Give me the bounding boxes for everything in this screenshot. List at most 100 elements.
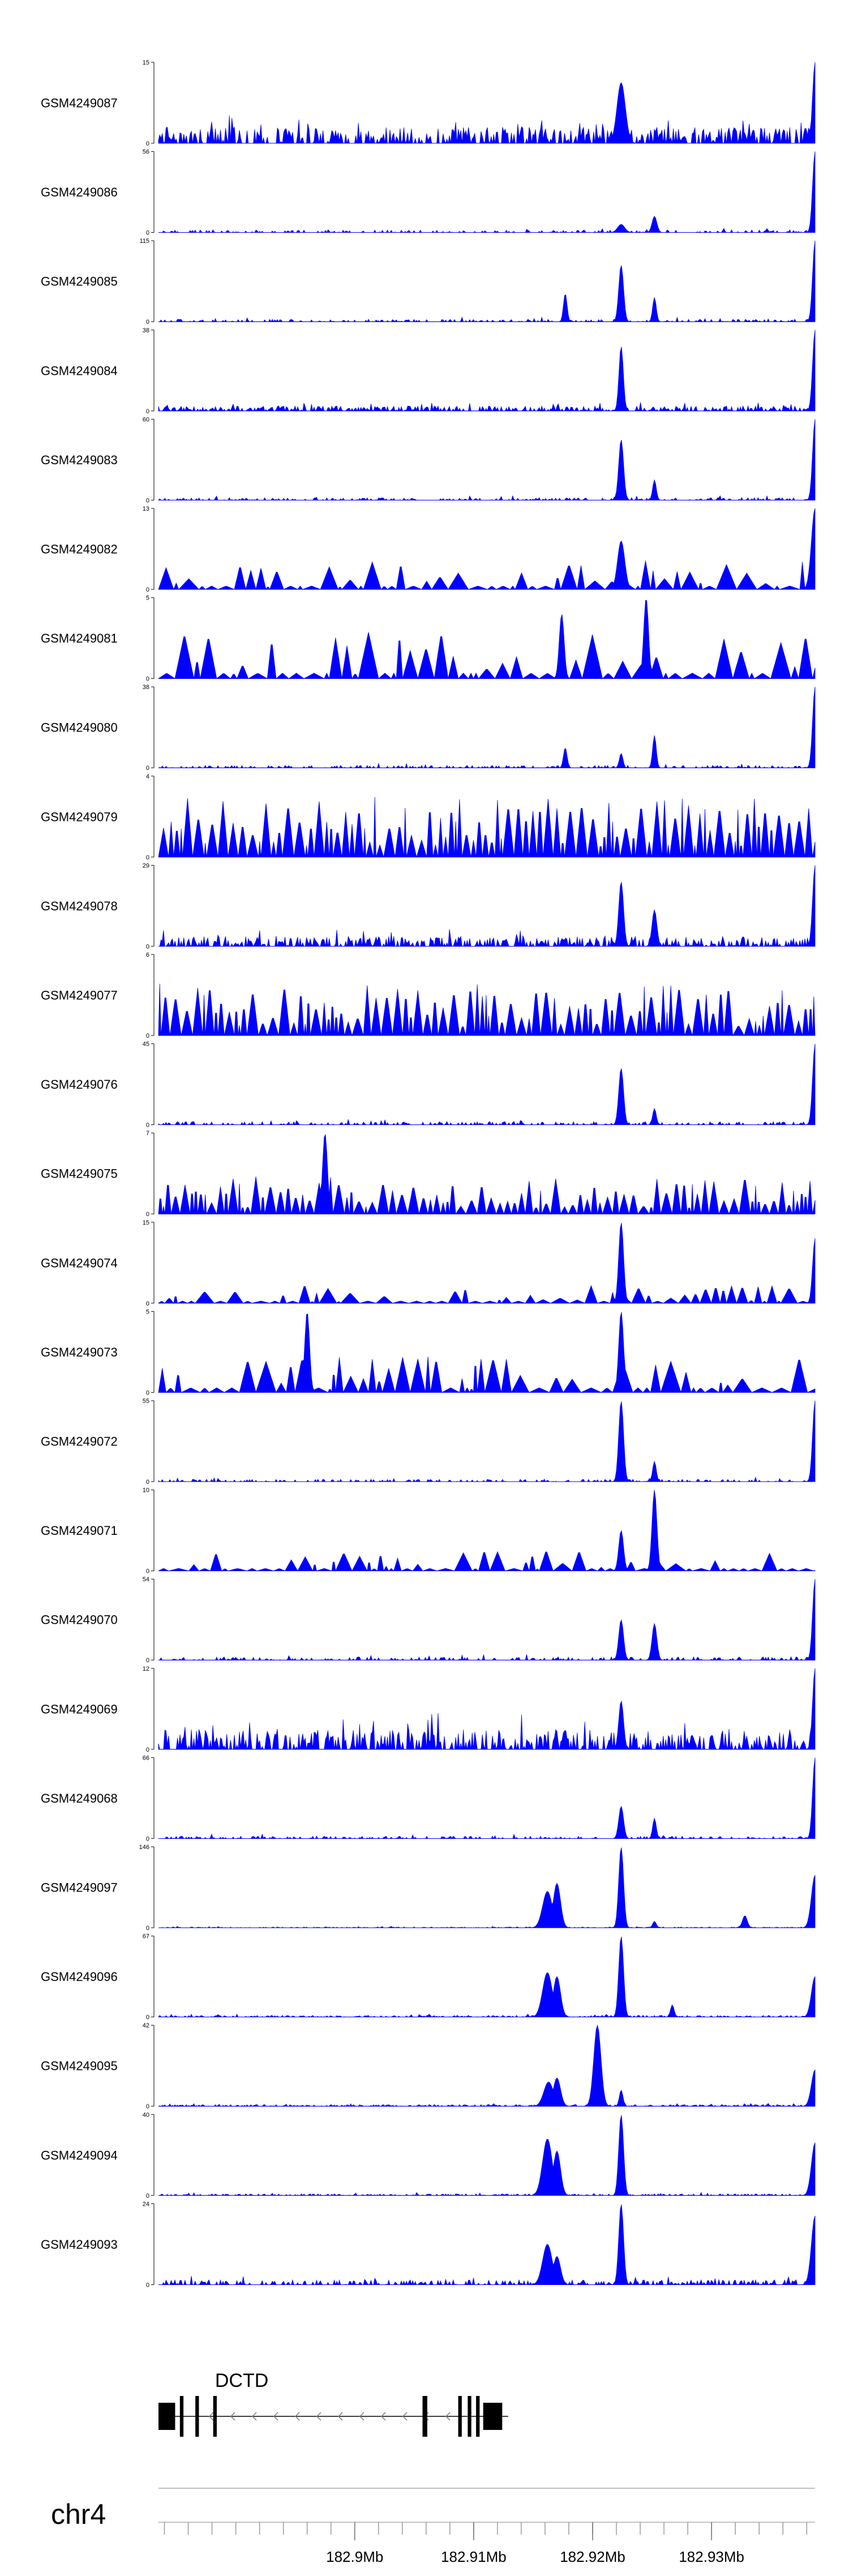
signal-area bbox=[158, 1757, 816, 1839]
y-max-label: 40 bbox=[143, 2112, 149, 2119]
track-GSM4249082: GSM4249082 13 0 bbox=[41, 506, 816, 593]
y-max-label: 38 bbox=[143, 327, 149, 334]
y-min-label: 0 bbox=[146, 2282, 149, 2288]
track-label: GSM4249078 bbox=[41, 899, 118, 913]
track-label: GSM4249082 bbox=[41, 542, 118, 557]
signal-area bbox=[158, 1312, 816, 1393]
y-min-label: 0 bbox=[146, 497, 149, 504]
y-max-label: 15 bbox=[143, 1219, 149, 1226]
y-min-label: 0 bbox=[146, 2014, 149, 2021]
track-label: GSM4249077 bbox=[41, 989, 118, 1003]
track-label: GSM4249079 bbox=[41, 810, 118, 824]
track-label: GSM4249086 bbox=[41, 185, 118, 199]
gene-name-label: DCTD bbox=[215, 2370, 268, 2391]
track-label: GSM4249083 bbox=[41, 453, 118, 467]
strand-arrow bbox=[402, 2412, 408, 2421]
track-GSM4249083: GSM4249083 60 0 bbox=[41, 416, 816, 504]
exon-block bbox=[458, 2396, 462, 2437]
y-max-label: 115 bbox=[139, 238, 149, 245]
gene-model-track: DCTD bbox=[158, 2370, 508, 2437]
exon-block bbox=[422, 2396, 427, 2437]
y-max-label: 60 bbox=[143, 416, 149, 423]
track-GSM4249080: GSM4249080 38 0 bbox=[41, 684, 816, 772]
y-min-label: 0 bbox=[146, 676, 149, 683]
y-min-label: 0 bbox=[146, 1122, 149, 1129]
track-label: GSM4249074 bbox=[41, 1256, 118, 1270]
track-GSM4249094: GSM4249094 40 0 bbox=[41, 2112, 816, 2200]
y-min-label: 0 bbox=[146, 1211, 149, 1218]
signal-area bbox=[158, 419, 816, 501]
track-GSM4249096: GSM4249096 67 0 bbox=[41, 1933, 816, 2021]
signal-area bbox=[158, 330, 816, 412]
track-label: GSM4249072 bbox=[41, 1435, 118, 1449]
signal-area bbox=[158, 1134, 816, 1215]
strand-arrow bbox=[359, 2412, 365, 2421]
track-label: GSM4249076 bbox=[41, 1077, 118, 1092]
y-max-label: 29 bbox=[143, 862, 149, 869]
track-GSM4249093: GSM4249093 24 0 bbox=[41, 2201, 816, 2288]
y-min-label: 0 bbox=[146, 408, 149, 415]
track-GSM4249078: GSM4249078 29 0 bbox=[41, 862, 816, 950]
y-max-label: 10 bbox=[143, 1487, 149, 1494]
track-GSM4249072: GSM4249072 55 0 bbox=[41, 1398, 816, 1486]
track-label: GSM4249095 bbox=[41, 2059, 118, 2073]
signal-area bbox=[157, 1223, 816, 1304]
track-GSM4249084: GSM4249084 38 0 bbox=[41, 327, 816, 415]
y-max-label: 13 bbox=[143, 506, 149, 512]
x-tick-label: 182.92Mb bbox=[560, 2548, 625, 2565]
signal-area bbox=[158, 687, 816, 769]
track-label: GSM4249096 bbox=[41, 1970, 118, 1984]
signal-area bbox=[158, 151, 816, 233]
y-max-label: 15 bbox=[143, 59, 149, 66]
track-GSM4249085: GSM4249085 115 0 bbox=[41, 238, 816, 326]
exon-block bbox=[468, 2396, 471, 2437]
y-max-label: 6 bbox=[146, 952, 149, 958]
track-label: GSM4249085 bbox=[41, 275, 118, 289]
signal-area bbox=[158, 1936, 816, 2018]
y-min-label: 0 bbox=[146, 2103, 149, 2110]
y-max-label: 38 bbox=[143, 684, 149, 691]
exon-block bbox=[483, 2403, 503, 2430]
track-label: GSM4249093 bbox=[41, 2237, 118, 2252]
x-tick-label: 182.9Mb bbox=[326, 2548, 383, 2565]
track-GSM4249073: GSM4249073 5 0 bbox=[41, 1308, 816, 1396]
signal-area bbox=[158, 1490, 816, 1572]
track-GSM4249068: GSM4249068 66 0 bbox=[41, 1755, 816, 1842]
signal-area bbox=[158, 62, 816, 144]
track-GSM4249086: GSM4249086 56 0 bbox=[41, 149, 816, 237]
track-label: GSM4249070 bbox=[41, 1613, 118, 1627]
signal-area bbox=[158, 1847, 816, 1928]
signal-area bbox=[158, 797, 816, 858]
y-max-label: 42 bbox=[143, 2022, 149, 2029]
track-label: GSM4249073 bbox=[41, 1345, 118, 1359]
chromosome-label: chr4 bbox=[51, 2498, 106, 2530]
track-GSM4249087: GSM4249087 15 0 bbox=[41, 59, 816, 147]
y-min-label: 0 bbox=[146, 1835, 149, 1842]
genome-axis-track: chr4 182.9Mb 182.91Mb 182.92Mb 182.93Mb bbox=[51, 2488, 815, 2565]
y-min-label: 0 bbox=[146, 587, 149, 593]
y-max-label: 55 bbox=[143, 1398, 149, 1405]
track-GSM4249081: GSM4249081 5 0 bbox=[41, 595, 816, 683]
y-min-label: 0 bbox=[146, 1033, 149, 1039]
signal-area bbox=[158, 1579, 816, 1661]
strand-arrow bbox=[337, 2412, 343, 2421]
y-min-label: 0 bbox=[146, 854, 149, 861]
track-label: GSM4249080 bbox=[41, 721, 118, 735]
y-min-label: 0 bbox=[146, 1747, 149, 1753]
signal-area bbox=[158, 2024, 816, 2107]
strand-arrow bbox=[380, 2412, 386, 2421]
y-min-label: 0 bbox=[146, 230, 149, 237]
y-min-label: 0 bbox=[146, 1657, 149, 1664]
signal-area bbox=[158, 865, 816, 947]
exon-block bbox=[179, 2396, 184, 2437]
track-label: GSM4249081 bbox=[41, 631, 118, 645]
y-max-label: 146 bbox=[139, 1844, 149, 1851]
y-min-label: 0 bbox=[146, 1568, 149, 1575]
track-GSM4249071: GSM4249071 10 0 bbox=[41, 1487, 816, 1575]
exon-block bbox=[476, 2396, 480, 2437]
signal-area bbox=[158, 983, 816, 1037]
y-max-label: 5 bbox=[146, 595, 149, 602]
y-max-label: 12 bbox=[143, 1666, 149, 1672]
y-max-label: 56 bbox=[143, 149, 149, 156]
track-GSM4249095: GSM4249095 42 0 bbox=[41, 2022, 816, 2110]
